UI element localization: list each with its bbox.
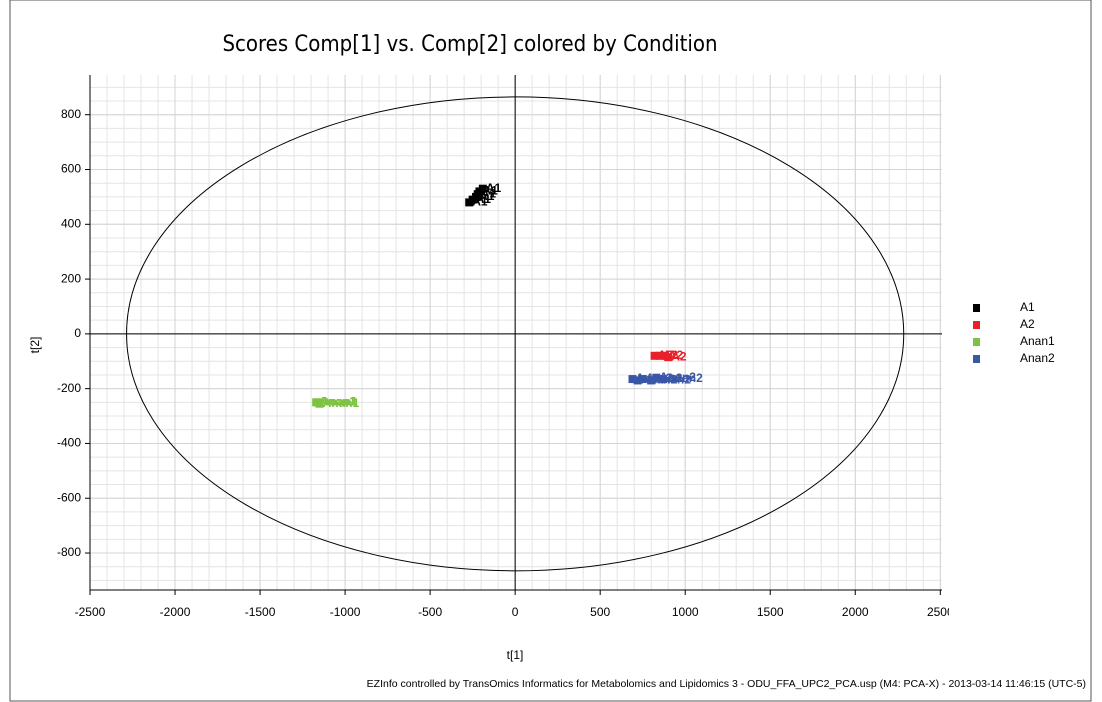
- y-tick-label: 0: [74, 326, 81, 340]
- y-tick-label: 800: [61, 107, 81, 121]
- x-tick-label: 1500: [757, 605, 784, 619]
- legend-label: A2: [1020, 317, 1035, 331]
- y-tick-label: 600: [61, 162, 81, 176]
- point: [650, 351, 659, 360]
- legend-swatch: [973, 321, 980, 329]
- point: [655, 351, 664, 360]
- x-tick-label: -2000: [160, 605, 191, 619]
- point-label: Anan1: [323, 396, 360, 410]
- point: [664, 353, 673, 362]
- point: [659, 375, 668, 384]
- x-tick-label: 1000: [672, 605, 699, 619]
- y-tick-label: -600: [57, 490, 81, 504]
- point: [633, 376, 642, 385]
- point-label: Anan2: [659, 370, 696, 384]
- legend-swatch: [973, 355, 980, 363]
- point: [628, 375, 637, 384]
- legend-label: Anan1: [1020, 334, 1055, 348]
- y-tick-label: 200: [61, 271, 81, 285]
- point: [647, 376, 656, 385]
- chart-title: Scores Comp[1] vs. Comp[2] colored by Co…: [222, 32, 717, 57]
- legend-swatch: [973, 304, 980, 312]
- x-tick-label: -1500: [245, 605, 276, 619]
- y-tick-label: 400: [61, 216, 81, 230]
- x-tick-label: 0: [512, 605, 519, 619]
- y-tick-label: -400: [57, 436, 81, 450]
- footer: EZInfo controlled by TransOmics Informat…: [367, 678, 1086, 690]
- y-tick-label: -200: [57, 381, 81, 395]
- point: [638, 375, 647, 384]
- x-tick-label: 500: [590, 605, 610, 619]
- point-label: Anan2: [666, 371, 703, 385]
- legend-label: Anan2: [1020, 351, 1055, 365]
- point: [315, 399, 324, 408]
- point-label: Anan1: [319, 395, 356, 409]
- y-axis-label: t[2]: [28, 337, 42, 354]
- frame: [9, 0, 1092, 702]
- point: [478, 184, 487, 193]
- point-label: A1: [486, 181, 502, 195]
- y-tick-label: -800: [57, 545, 81, 559]
- x-tick-label: 2000: [842, 605, 869, 619]
- plot-area: [90, 75, 942, 590]
- x-tick-label: 2500: [927, 605, 954, 619]
- x-axis-label: t[1]: [507, 648, 524, 662]
- x-ticks: -2500 -2000 -1500 -1000 -500 0 500 1000 1500 2000…: [75, 605, 954, 619]
- point-label: A2: [671, 349, 687, 363]
- x-tick-label: -500: [418, 605, 442, 619]
- x-tick-label: -1000: [330, 605, 361, 619]
- legend-label: A1: [1020, 300, 1035, 314]
- point: [652, 373, 661, 382]
- legend-swatch: [973, 338, 980, 346]
- hotelling-ellipse: [126, 96, 905, 572]
- point-label: Anan1: [321, 395, 358, 409]
- x-tick-label: -2500: [75, 605, 106, 619]
